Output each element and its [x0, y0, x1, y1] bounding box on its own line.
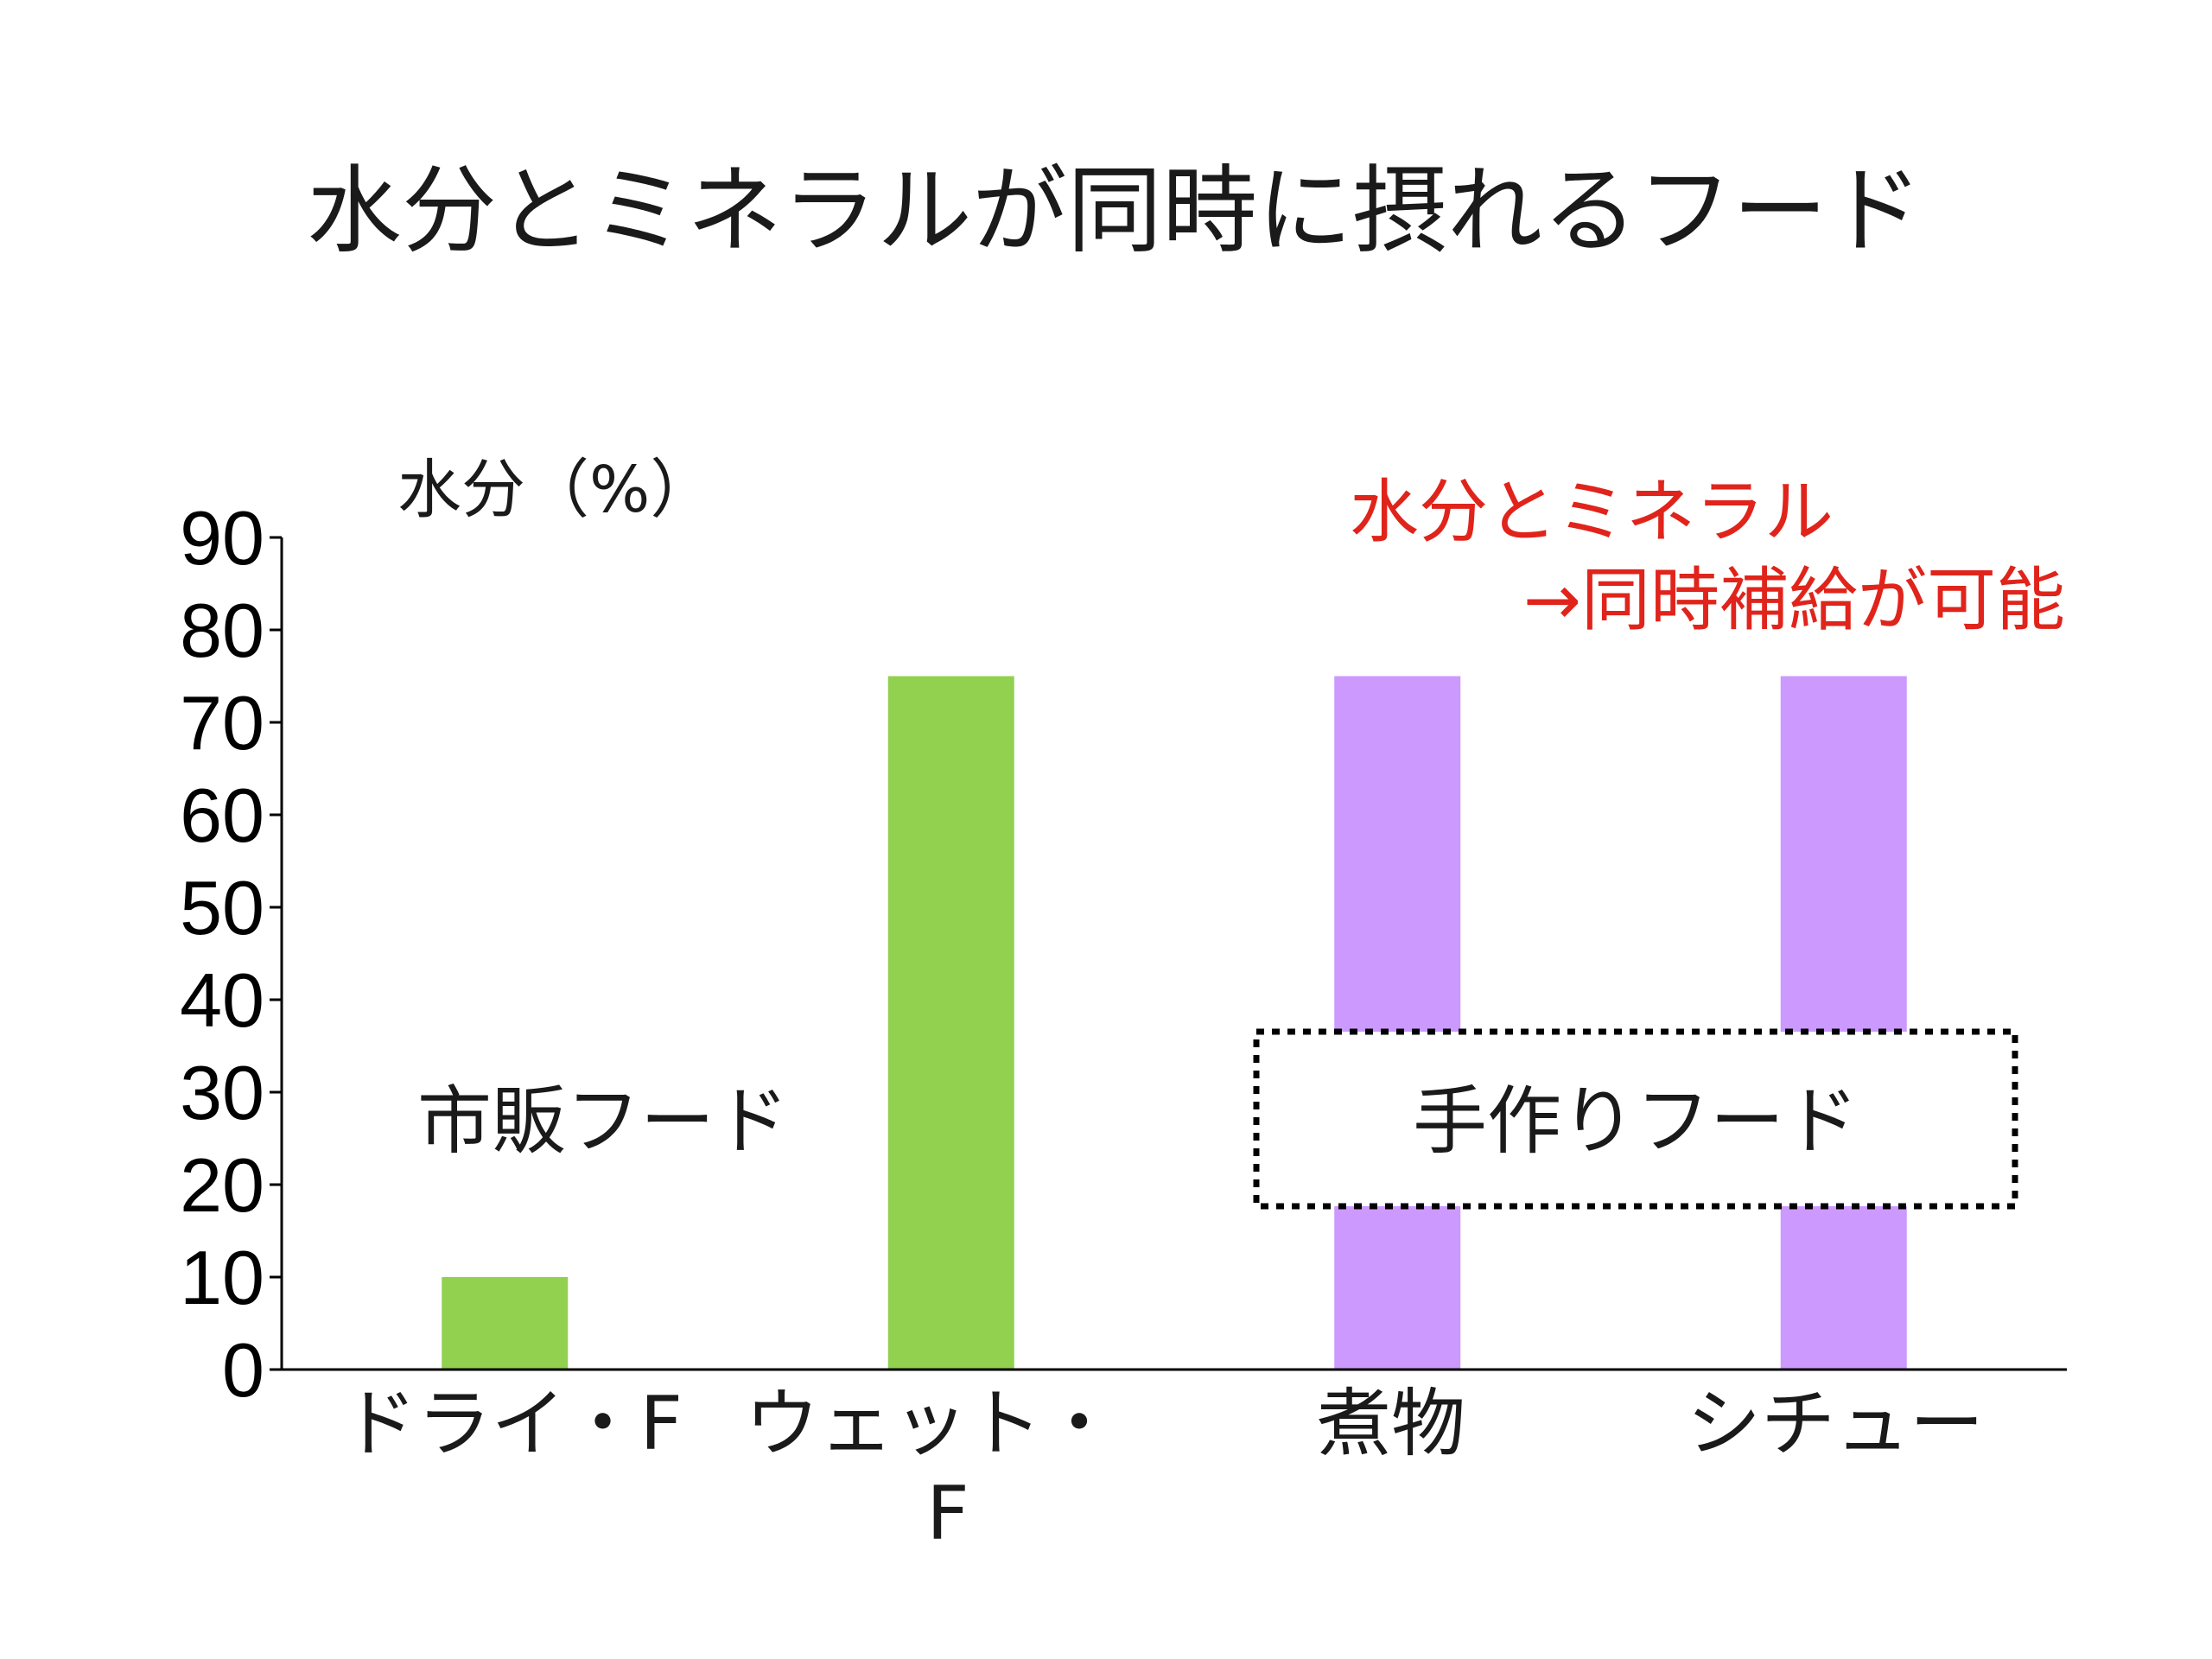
y-tick-label: 0 [222, 1327, 264, 1413]
y-tick-label: 50 [180, 865, 264, 950]
y-tick-label: 30 [180, 1050, 264, 1135]
commercial-food-label: 市販フード [417, 1078, 789, 1165]
homemade-food-label: 手作りフード [1413, 1078, 1859, 1165]
x-tick-label: F [926, 1471, 969, 1557]
x-tick-label: シチュー [1687, 1381, 1984, 1467]
y-tick-label: 80 [180, 588, 264, 673]
bar [887, 676, 1014, 1370]
homemade-food-box [1253, 1028, 2018, 1210]
y-tick-label: 20 [180, 1142, 264, 1228]
y-axis-label: 水分（%） [397, 453, 714, 527]
bars [442, 676, 1907, 1370]
bar [1334, 676, 1461, 1370]
y-tick-label: 60 [180, 772, 264, 858]
chart-title: 水分とミネラルが同時に摂れるフード [307, 156, 1923, 266]
x-tick-label: 煮物 [1317, 1381, 1465, 1467]
note-line-1: 水分とミネラル [1350, 472, 1834, 552]
bar [1780, 676, 1907, 1370]
y-tick-label: 40 [180, 957, 264, 1043]
x-tick-label: ウェット・ [745, 1381, 1116, 1467]
x-axis: ドライ・F ウェット・F 煮物 シチュー [282, 1368, 2067, 1557]
y-tick-label: 70 [180, 680, 264, 766]
y-tick-label: 90 [180, 495, 264, 581]
x-tick-label: ドライ・F [343, 1381, 683, 1467]
bar [442, 1277, 569, 1370]
y-tick-label: 10 [180, 1235, 264, 1320]
note-line-2: →同時補給が可能 [1523, 560, 2065, 640]
